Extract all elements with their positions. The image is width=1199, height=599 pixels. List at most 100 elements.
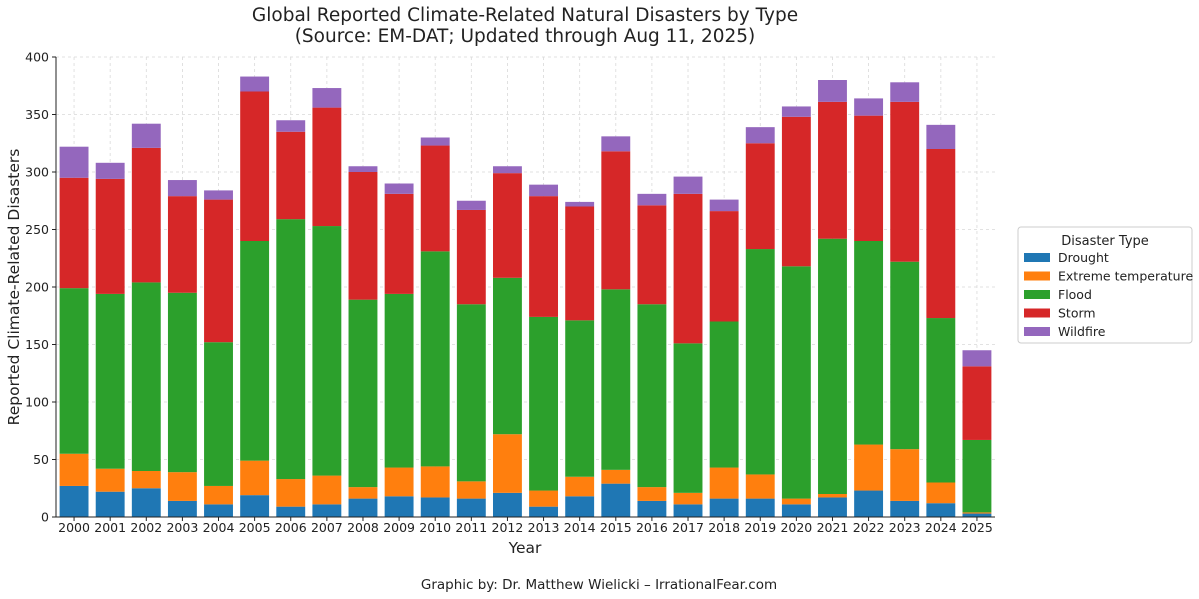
bar-stack-2012 <box>492 166 522 517</box>
bar-drought-2010 <box>420 497 450 517</box>
bar-extreme-temperature-2002 <box>131 471 161 489</box>
bar-drought-2000 <box>59 485 89 517</box>
bar-wildfire-2010 <box>420 137 450 146</box>
bar-drought-2003 <box>167 500 197 517</box>
bar-extreme-temperature-2013 <box>529 490 559 507</box>
x-tick-label: 2016 <box>636 520 668 535</box>
legend-swatch-extreme-temperature <box>1024 271 1050 281</box>
bar-extreme-temperature-2010 <box>420 466 450 498</box>
bar-storm-2001 <box>95 178 125 294</box>
bar-extreme-temperature-2007 <box>312 475 342 505</box>
legend-label-storm: Storm <box>1058 306 1096 321</box>
bar-drought-2005 <box>240 495 270 517</box>
x-tick-label: 2009 <box>383 520 415 535</box>
bar-storm-2018 <box>709 211 739 322</box>
bar-wildfire-2019 <box>745 127 775 144</box>
bar-drought-2023 <box>890 500 920 517</box>
bar-flood-2009 <box>384 293 414 468</box>
bar-stack-2013 <box>529 184 559 517</box>
bar-flood-2022 <box>854 241 884 445</box>
bar-extreme-temperature-2021 <box>818 494 847 498</box>
y-tick-labels: 0 50 100 150 200 250 300 350 400 <box>25 50 56 525</box>
bar-wildfire-2018 <box>709 199 739 212</box>
bar-storm-2009 <box>384 193 414 294</box>
bar-extreme-temperature-2020 <box>781 498 811 505</box>
bar-flood-2016 <box>637 304 667 488</box>
x-tick-label: 2012 <box>492 520 524 535</box>
bar-stack-2001 <box>95 162 125 517</box>
y-tick-label: 0 <box>41 510 49 525</box>
x-tick-label: 2018 <box>708 520 740 535</box>
bar-drought-2016 <box>637 500 667 517</box>
x-axis-label: Year <box>508 539 542 557</box>
bar-drought-2017 <box>673 504 703 517</box>
bar-stack-2005 <box>240 76 270 517</box>
bar-drought-2009 <box>384 496 414 517</box>
bar-extreme-temperature-2022 <box>854 444 884 491</box>
x-tick-label: 2019 <box>744 520 776 535</box>
bar-stack-2004 <box>204 190 233 517</box>
bar-extreme-temperature-2017 <box>673 492 703 505</box>
x-tick-label: 2001 <box>94 520 126 535</box>
bar-wildfire-2016 <box>637 193 667 206</box>
legend-label-drought: Drought <box>1058 250 1109 265</box>
bar-stack-2011 <box>456 200 486 517</box>
bar-wildfire-2006 <box>276 120 306 132</box>
bar-wildfire-2024 <box>926 124 956 149</box>
legend-swatch-flood <box>1024 290 1050 299</box>
legend-label-wildfire: Wildfire <box>1058 324 1106 339</box>
bar-storm-2007 <box>312 107 342 227</box>
bar-storm-2004 <box>204 199 233 343</box>
y-tick-label: 250 <box>25 222 49 237</box>
bar-extreme-temperature-2019 <box>745 474 775 499</box>
bar-storm-2024 <box>926 149 956 319</box>
bar-wildfire-2021 <box>818 80 847 102</box>
bar-stack-2014 <box>565 201 595 517</box>
bar-wildfire-2022 <box>854 98 884 116</box>
bar-stack-2006 <box>276 120 306 517</box>
bar-extreme-temperature-2004 <box>204 485 233 505</box>
bar-extreme-temperature-2012 <box>492 434 522 493</box>
bar-flood-2014 <box>565 320 595 477</box>
y-tick-label: 300 <box>25 165 49 180</box>
y-axis-label: Reported Climate-Related Disasters <box>5 149 23 426</box>
bar-storm-2008 <box>348 172 378 300</box>
x-tick-label: 2003 <box>166 520 198 535</box>
bar-extreme-temperature-2008 <box>348 487 378 499</box>
bar-wildfire-2001 <box>95 162 125 179</box>
bar-stack-2008 <box>348 166 378 517</box>
bar-extreme-temperature-2001 <box>95 468 125 492</box>
bar-storm-2019 <box>745 143 775 250</box>
bar-stack-2022 <box>854 98 884 517</box>
bar-wildfire-2011 <box>456 200 486 210</box>
bar-drought-2024 <box>926 503 956 517</box>
legend-label-flood: Flood <box>1058 287 1092 302</box>
x-tick-label: 2007 <box>311 520 343 535</box>
bar-storm-2013 <box>529 196 559 317</box>
y-tick-label: 200 <box>25 280 49 295</box>
bar-wildfire-2002 <box>131 123 161 148</box>
bar-storm-2023 <box>890 101 920 262</box>
bar-stack-2023 <box>890 82 920 517</box>
bar-storm-2014 <box>565 206 595 321</box>
x-tick-label: 2024 <box>925 520 957 535</box>
legend-swatch-wildfire <box>1024 327 1050 336</box>
bar-stack-2019 <box>745 127 775 517</box>
bar-drought-2013 <box>529 506 559 517</box>
bar-drought-2020 <box>781 504 811 517</box>
bar-flood-2023 <box>890 261 920 450</box>
bar-wildfire-2008 <box>348 166 378 172</box>
bar-stack-2025 <box>962 350 992 517</box>
chart-title: Global Reported Climate-Related Natural … <box>252 5 798 26</box>
y-tick-label: 400 <box>25 50 49 65</box>
bar-flood-2012 <box>492 277 522 435</box>
bar-drought-2011 <box>456 498 486 517</box>
bar-storm-2015 <box>601 151 631 290</box>
bar-extreme-temperature-2003 <box>167 472 197 501</box>
x-tick-label: 2008 <box>347 520 379 535</box>
bar-drought-2007 <box>312 504 342 517</box>
bar-flood-2020 <box>781 266 811 499</box>
bar-flood-2001 <box>95 293 125 469</box>
x-tick-label: 2023 <box>889 520 921 535</box>
x-tick-label: 2022 <box>853 520 885 535</box>
